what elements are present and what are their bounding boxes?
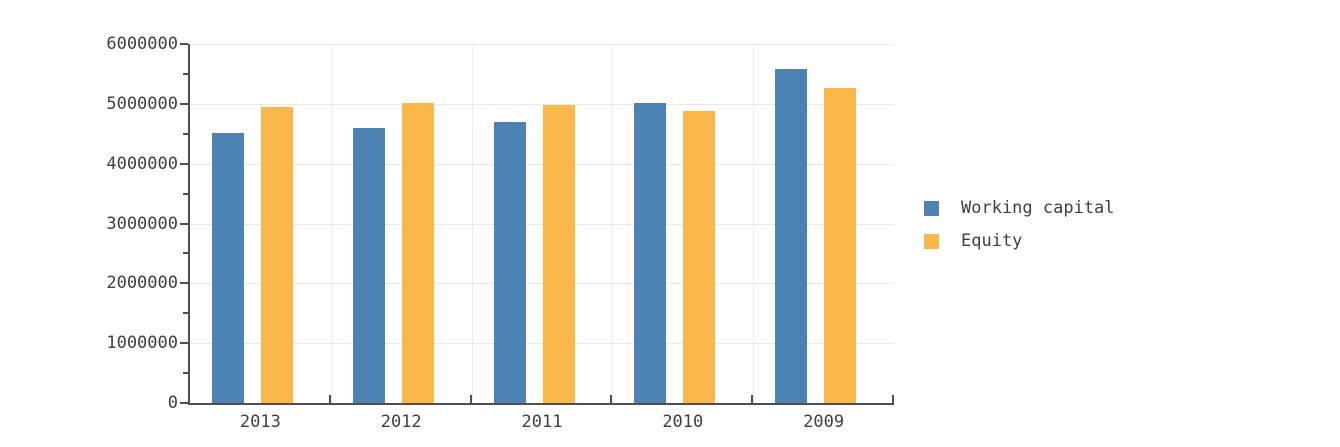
y-axis-tick-label: 5000000 <box>106 93 178 114</box>
y-major-tick <box>180 102 188 105</box>
y-major-tick <box>180 342 188 345</box>
h-gridline <box>190 343 894 345</box>
y-major-tick <box>180 402 188 404</box>
h-gridline <box>190 223 894 225</box>
bar-equity-2010 <box>683 111 716 403</box>
y-axis-line <box>188 44 190 405</box>
x-tick <box>328 395 331 403</box>
working-capital-swatch-icon <box>924 200 939 216</box>
legend-item-working-capital: Working capital <box>924 198 1115 218</box>
y-minor-tick <box>183 252 188 255</box>
y-major-tick <box>180 162 188 165</box>
y-minor-tick <box>183 192 188 195</box>
y-major-tick <box>180 222 188 225</box>
y-minor-tick <box>183 372 188 375</box>
bar-equity-2011 <box>542 105 575 403</box>
equity-swatch-icon <box>924 233 939 249</box>
y-axis-tick-label: 4000000 <box>106 153 178 174</box>
x-tick <box>751 395 754 403</box>
plot-area <box>190 44 894 403</box>
y-axis-tick-label: 2000000 <box>106 273 178 294</box>
y-axis-tick-label: 6000000 <box>106 34 178 54</box>
v-gridline <box>753 44 755 403</box>
legend-label: Equity <box>961 231 1023 251</box>
y-major-tick <box>180 43 188 45</box>
h-gridline <box>190 283 894 285</box>
v-gridline <box>612 44 614 403</box>
y-axis-tick-label: 3000000 <box>106 213 178 234</box>
v-gridline <box>330 44 332 403</box>
h-gridline <box>190 44 894 45</box>
y-minor-tick <box>183 72 188 75</box>
bar-working-capital-2013 <box>212 132 244 403</box>
legend-label: Working capital <box>961 198 1115 218</box>
y-axis-tick-label: 0 <box>167 393 178 413</box>
y-minor-tick <box>183 132 188 135</box>
legend: Working capital Equity <box>924 198 1115 264</box>
legend-item-equity: Equity <box>924 231 1115 251</box>
bar-working-capital-2009 <box>775 69 808 403</box>
x-axis-line <box>188 403 894 405</box>
x-tick <box>892 395 894 403</box>
bar-working-capital-2010 <box>634 103 667 403</box>
x-tick <box>469 395 472 403</box>
x-axis-tick-label: 2013 <box>239 412 281 432</box>
h-gridline <box>190 103 894 105</box>
bar-working-capital-2012 <box>352 127 385 403</box>
bar-equity-2012 <box>401 103 434 403</box>
h-gridline <box>190 163 894 165</box>
v-gridline <box>471 44 473 403</box>
y-major-tick <box>180 282 188 285</box>
y-minor-tick <box>183 312 188 315</box>
x-axis-tick-label: 2010 <box>662 412 704 432</box>
x-axis-tick-label: 2011 <box>521 412 563 432</box>
bar-equity-2009 <box>824 88 857 403</box>
x-axis-tick-label: 2012 <box>380 412 422 432</box>
bar-equity-2013 <box>261 107 293 403</box>
x-tick <box>610 395 613 403</box>
bar-working-capital-2011 <box>493 122 526 403</box>
y-axis-tick-label: 1000000 <box>106 333 178 354</box>
x-axis-tick-label: 2009 <box>803 412 845 432</box>
